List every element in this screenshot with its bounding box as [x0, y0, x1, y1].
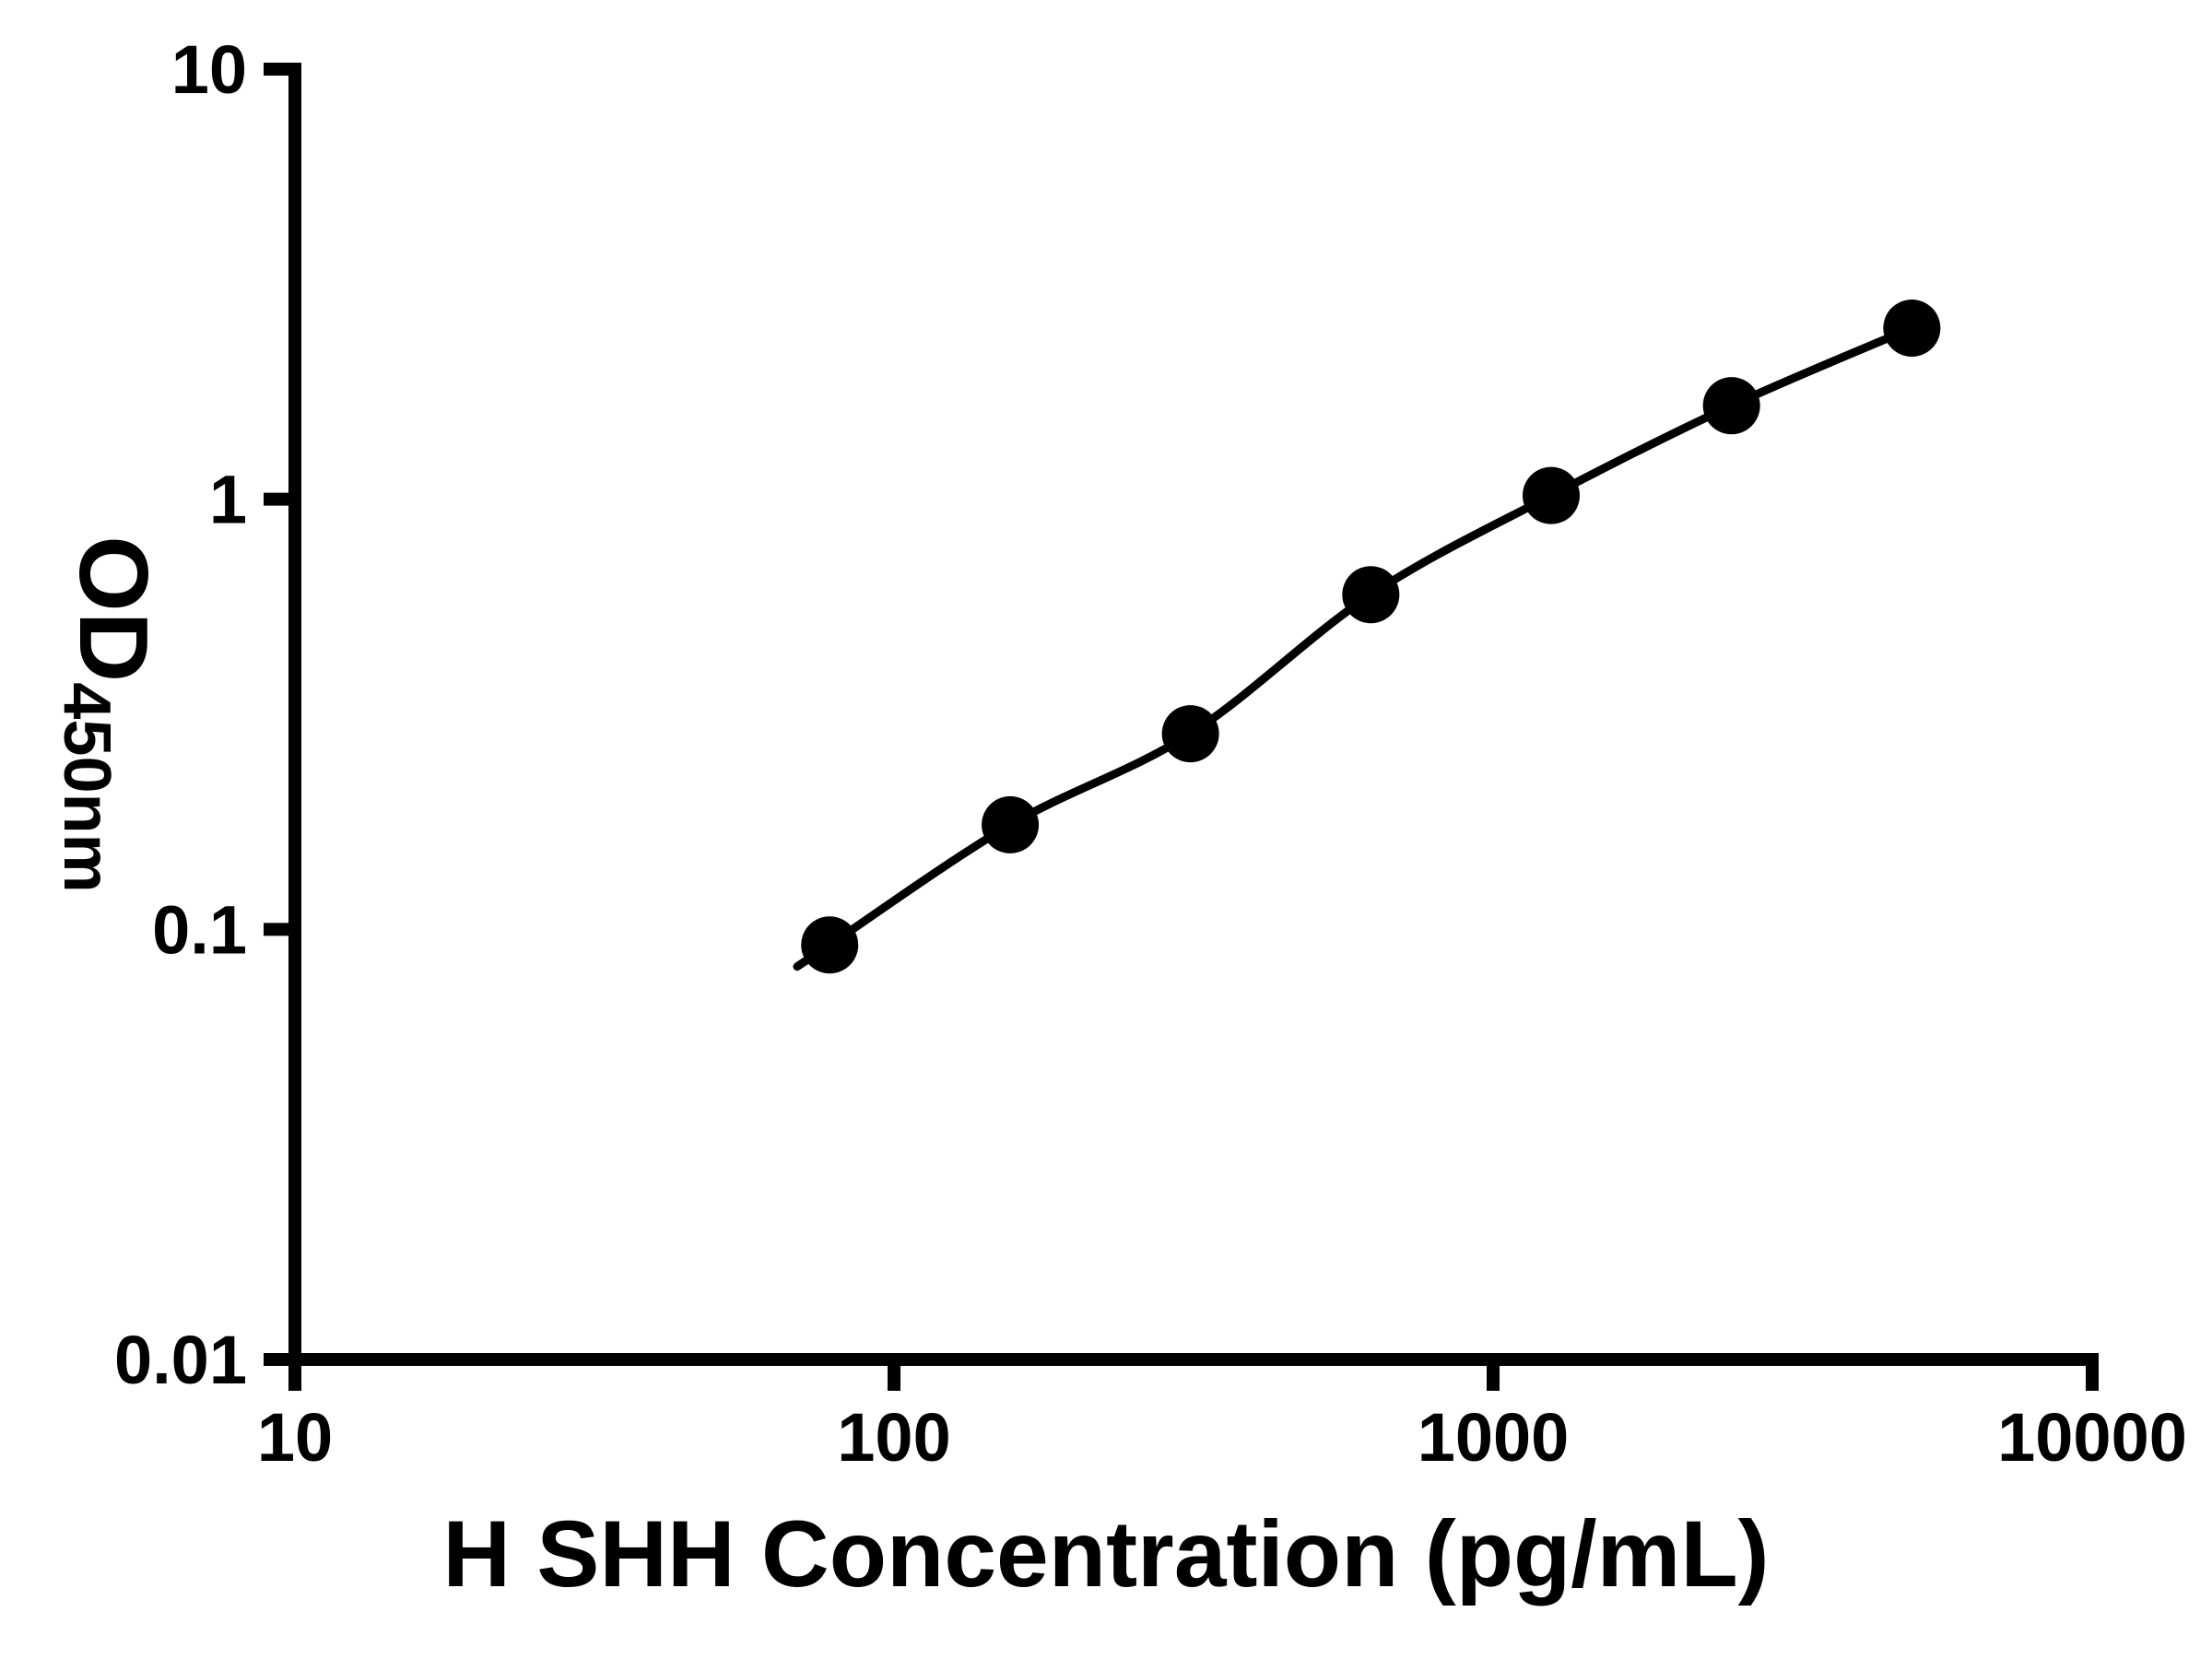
data-point-marker: [982, 795, 1040, 853]
data-point-marker: [1883, 299, 1941, 357]
data-point-marker: [1161, 705, 1219, 763]
x-tick-label: 1000: [1418, 1399, 1570, 1476]
data-point-marker: [1522, 466, 1580, 524]
x-tick-label: 100: [837, 1399, 950, 1476]
data-point-marker: [1342, 566, 1400, 624]
y-axis-title-main: OD: [59, 535, 169, 683]
y-tick-label: 0.01: [114, 1322, 247, 1398]
data-point-marker: [801, 916, 859, 974]
y-tick-label: 1: [209, 462, 247, 538]
y-tick-label: 10: [171, 31, 247, 108]
x-tick-label: 10: [257, 1399, 333, 1476]
y-axis-title-subscript: 450nm: [49, 682, 124, 893]
x-tick-label: 10000: [1997, 1399, 2187, 1476]
y-axis-title: OD450nm: [49, 535, 169, 892]
x-axis-title: H SHH Concentration (pg/mL): [442, 1501, 1770, 1606]
data-point-marker: [1702, 377, 1760, 435]
y-tick-label: 0.1: [152, 891, 247, 968]
